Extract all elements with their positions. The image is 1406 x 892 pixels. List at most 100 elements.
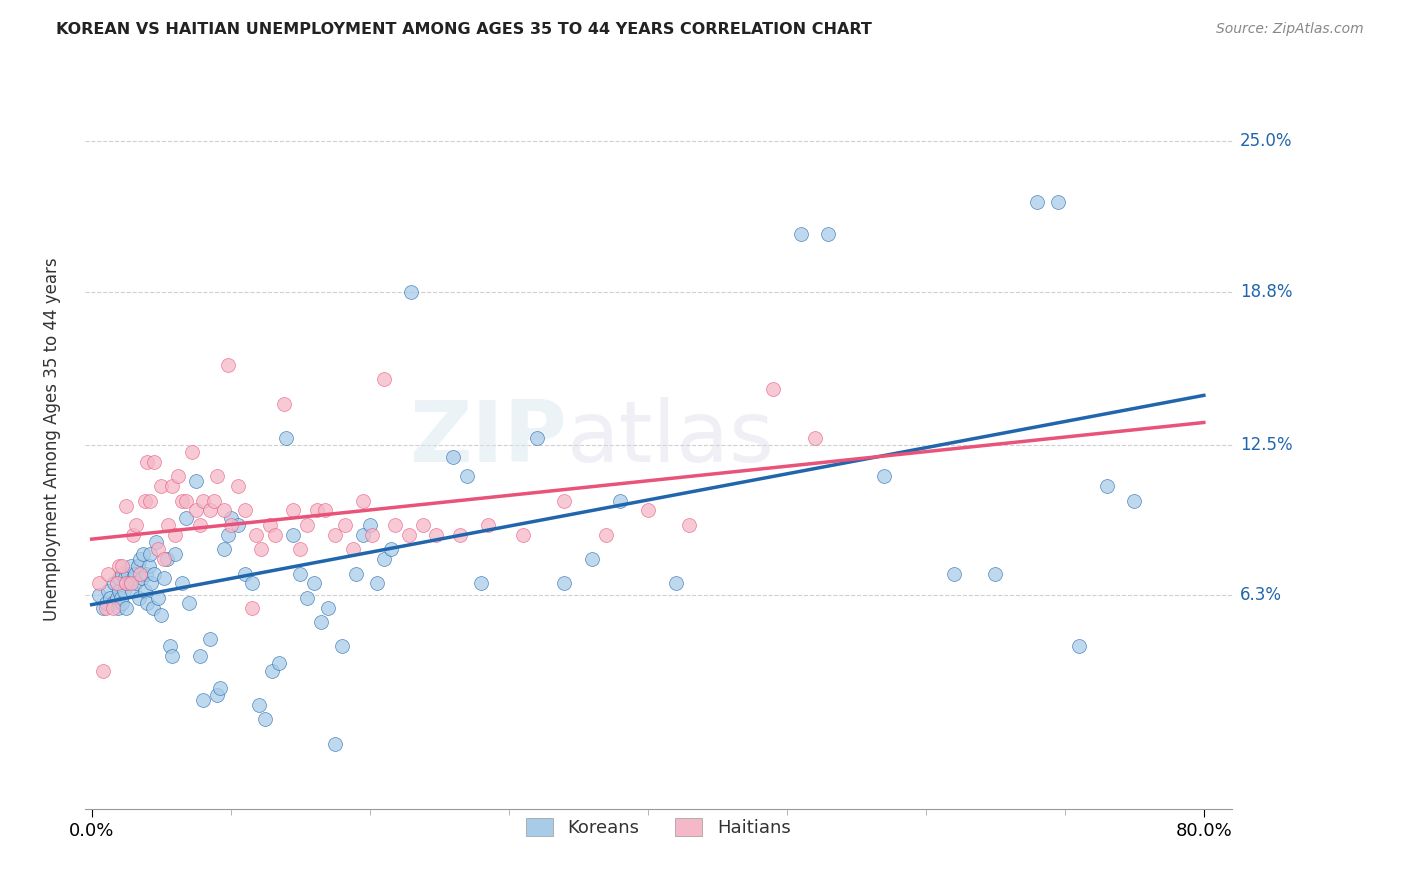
Point <box>105 591 128 605</box>
Point <box>136 596 159 610</box>
Text: 12.5%: 12.5% <box>1240 436 1292 454</box>
Point <box>174 493 197 508</box>
Point <box>526 431 548 445</box>
Point <box>148 591 170 605</box>
Point <box>112 583 135 598</box>
Point <box>208 681 231 695</box>
Point <box>141 576 163 591</box>
Point <box>305 503 328 517</box>
Point <box>120 559 142 574</box>
Point <box>212 503 235 517</box>
Point <box>180 445 202 459</box>
Point <box>678 518 700 533</box>
Point <box>114 571 136 585</box>
Point <box>156 552 179 566</box>
Point <box>111 566 134 581</box>
Point <box>97 566 120 581</box>
Point <box>245 527 267 541</box>
Text: ZIP: ZIP <box>409 397 567 480</box>
Point <box>269 657 291 671</box>
Point <box>150 479 173 493</box>
Point <box>134 583 156 598</box>
Point <box>153 571 176 585</box>
Point <box>873 469 896 483</box>
Point <box>212 542 235 557</box>
Point <box>198 632 221 647</box>
Point <box>477 518 499 533</box>
Point <box>290 566 312 581</box>
Point <box>191 693 214 707</box>
Point <box>425 527 447 541</box>
Point <box>159 640 181 654</box>
Point <box>295 518 318 533</box>
Point <box>122 571 145 585</box>
Point <box>108 583 131 598</box>
Point <box>157 518 180 533</box>
Text: 18.8%: 18.8% <box>1240 283 1292 301</box>
Point <box>131 571 153 585</box>
Point <box>323 737 346 751</box>
Point <box>342 542 364 557</box>
Point <box>111 559 134 574</box>
Point <box>129 552 152 566</box>
Point <box>101 596 124 610</box>
Point <box>412 518 434 533</box>
Point <box>128 591 150 605</box>
Point <box>143 566 166 581</box>
Point <box>125 576 148 591</box>
Point <box>105 576 128 591</box>
Point <box>124 566 146 581</box>
Point <box>162 649 184 664</box>
Point <box>470 576 492 591</box>
Point <box>373 372 395 386</box>
Point <box>984 566 1007 581</box>
Point <box>254 712 277 726</box>
Point <box>174 510 197 524</box>
Point <box>205 469 228 483</box>
Point <box>233 503 256 517</box>
Point <box>314 503 336 517</box>
Point <box>198 503 221 517</box>
Point <box>110 591 132 605</box>
Point <box>170 493 193 508</box>
Point <box>142 600 165 615</box>
Point <box>456 469 478 483</box>
Point <box>103 576 125 591</box>
Point <box>283 527 305 541</box>
Point <box>359 518 381 533</box>
Point <box>240 600 263 615</box>
Point <box>264 527 287 541</box>
Point <box>1026 195 1049 210</box>
Point <box>352 527 374 541</box>
Point <box>352 493 374 508</box>
Point <box>942 566 965 581</box>
Point <box>87 589 110 603</box>
Point <box>202 493 225 508</box>
Point <box>184 475 207 489</box>
Point <box>205 688 228 702</box>
Point <box>273 396 295 410</box>
Point <box>595 527 617 541</box>
Point <box>247 698 270 712</box>
Point <box>136 455 159 469</box>
Text: KOREAN VS HAITIAN UNEMPLOYMENT AMONG AGES 35 TO 44 YEARS CORRELATION CHART: KOREAN VS HAITIAN UNEMPLOYMENT AMONG AGE… <box>56 22 872 37</box>
Point <box>120 576 142 591</box>
Point <box>637 503 659 517</box>
Point <box>115 600 138 615</box>
Point <box>302 576 325 591</box>
Point <box>295 591 318 605</box>
Point <box>803 431 825 445</box>
Point <box>125 518 148 533</box>
Point <box>581 552 603 566</box>
Point <box>1123 493 1146 508</box>
Point <box>226 518 249 533</box>
Point <box>143 455 166 469</box>
Point <box>664 576 686 591</box>
Point <box>177 596 200 610</box>
Legend: Koreans, Haitians: Koreans, Haitians <box>519 811 797 845</box>
Point <box>262 664 284 678</box>
Point <box>217 527 239 541</box>
Point <box>219 518 242 533</box>
Point <box>449 527 471 541</box>
Point <box>118 576 141 591</box>
